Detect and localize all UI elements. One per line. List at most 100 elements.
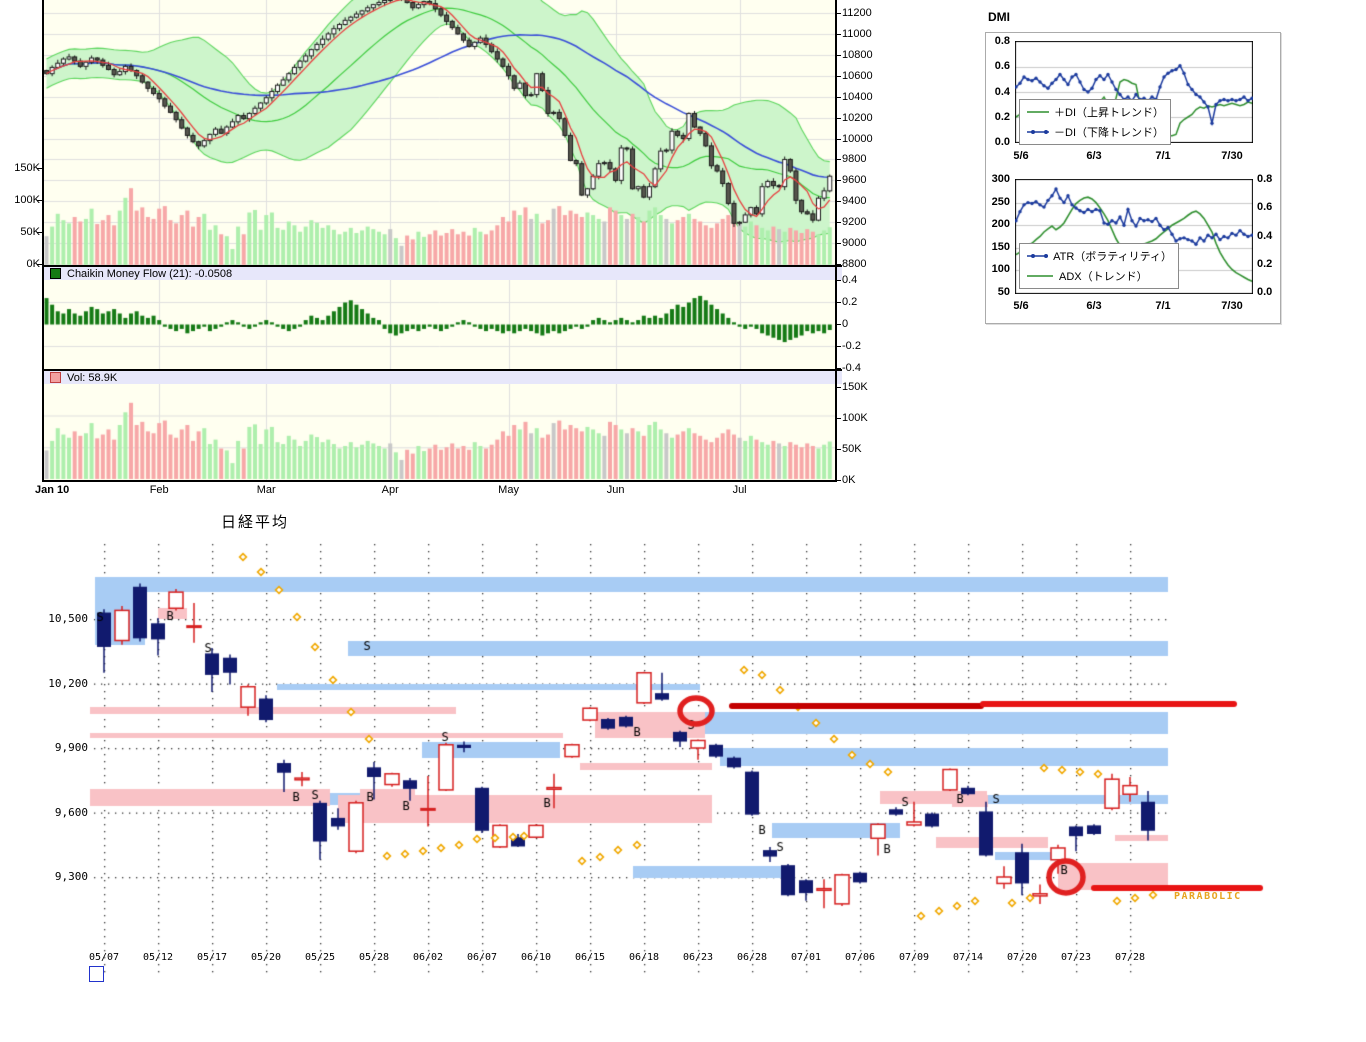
nikkei-x-label: 05/20 [250, 952, 282, 963]
axis-tick [37, 232, 42, 233]
y-axis-left-line [42, 0, 44, 481]
chaikin-legend-icon [50, 268, 61, 279]
axis-tick [836, 302, 841, 303]
axis-tick [37, 200, 42, 201]
month-label: Feb [149, 484, 169, 496]
di-y-label: 0.0 [994, 136, 1010, 148]
month-label: Jan 10 [35, 484, 70, 496]
axis-tick [836, 280, 841, 281]
atr-x-label: 6/3 [1086, 300, 1102, 312]
atr-line-icon [1027, 254, 1049, 258]
plus-di-legend-label: ＋DI（上昇トレンド） [1054, 107, 1164, 119]
atr-x-label: 5/6 [1013, 300, 1029, 312]
axis-tick [836, 117, 841, 119]
price-axis-label: 10600 [842, 69, 873, 82]
axis-tick [836, 324, 841, 325]
bottom-left-marker-box [89, 966, 104, 982]
nikkei-y-label: 9,900 [54, 741, 88, 754]
month-label: Apr [381, 484, 399, 496]
dmi-title: DMI [988, 10, 1010, 24]
axis-tick [836, 75, 841, 77]
price-axis-label: 9000 [842, 237, 867, 250]
atr-left-label: 50 [997, 286, 1010, 298]
price-axis-label: 10200 [842, 111, 873, 124]
price-axis-label: 11000 [842, 27, 872, 40]
axis-tick [836, 180, 841, 182]
y-axis-right-line [835, 0, 837, 481]
nikkei-x-label: 06/23 [682, 952, 714, 963]
chaikin-header-label: Chaikin Money Flow (21): -0.0508 [67, 267, 233, 280]
price-axis-label: 10400 [842, 90, 873, 103]
axis-tick [836, 418, 841, 419]
nikkei-y-label: 10,200 [48, 676, 88, 690]
di-y-label: 0.8 [994, 35, 1010, 47]
di-y-label: 0.2 [994, 110, 1010, 123]
dmi-x-label: 7/30 [1221, 150, 1243, 162]
axis-tick [836, 138, 841, 140]
dmi-x-label: 7/1 [1155, 150, 1171, 162]
month-label: Jun [606, 484, 625, 496]
axis-tick [836, 480, 841, 481]
atr-x-label: 7/1 [1155, 300, 1171, 312]
axis-tick [836, 222, 841, 224]
nikkei-x-label: 07/01 [790, 952, 822, 963]
nikkei-x-label: 07/14 [952, 952, 984, 963]
adx-line-icon [1027, 275, 1053, 277]
nikkei-x-label: 07/20 [1006, 952, 1038, 963]
chaikin-panel-header: Chaikin Money Flow (21): -0.0508 [43, 265, 842, 280]
chaikin-plot[interactable] [43, 280, 836, 370]
di-y-label: 0.6 [994, 60, 1010, 73]
volume-legend-icon [50, 372, 61, 383]
axis-tick [836, 368, 841, 369]
minus-di-line-icon [1027, 130, 1049, 134]
nikkei-y-label: 9,300 [54, 870, 88, 883]
atr-left-label: 200 [991, 218, 1010, 231]
volume-axis-label: 150K [14, 162, 40, 174]
price-axis-label: 8800 [842, 258, 867, 271]
axis-tick [836, 243, 841, 245]
month-label: Jul [732, 484, 747, 496]
axis-tick [836, 201, 841, 203]
axis-tick [836, 54, 841, 56]
atr-left-label: 250 [991, 195, 1010, 208]
nikkei-plot[interactable] [0, 508, 1366, 982]
nikkei-x-label: 05/25 [304, 952, 336, 963]
plus-di-line-icon [1027, 111, 1049, 113]
axis-tick [836, 346, 841, 347]
nikkei-x-label: 05/28 [358, 952, 390, 963]
axis-tick [836, 387, 841, 388]
price-axis-label: 9800 [842, 153, 867, 166]
price-chart-plot[interactable] [43, 0, 836, 266]
volume-panel-header: Vol: 58.9K [43, 369, 842, 384]
axis-tick [37, 264, 42, 265]
nikkei-x-label: 07/28 [1114, 952, 1146, 963]
minus-di-legend-label: －DI（下降トレンド） [1054, 127, 1164, 139]
di-y-label: 0.4 [994, 85, 1010, 98]
atr-x-label: 7/30 [1221, 300, 1243, 312]
atr-right-label: 0.4 [1257, 229, 1273, 242]
atr-left-label: 150 [991, 240, 1010, 253]
nikkei-x-label: 06/10 [520, 952, 552, 963]
price-axis-label: 11200 [842, 7, 872, 19]
di-legend: ＋DI（上昇トレンド） －DI（下降トレンド） [1019, 99, 1171, 145]
volume-axis-label: 100K [14, 194, 40, 206]
chaikin-axis-label: -0.4 [842, 362, 861, 374]
nikkei-x-label: 06/15 [574, 952, 606, 963]
volume-plot[interactable] [43, 384, 836, 480]
volume-axis-label: 0K [26, 258, 40, 270]
nikkei-x-label: 06/07 [466, 952, 498, 963]
price-axis-label: 10000 [842, 132, 873, 145]
chaikin-axis-label: 0.2 [842, 296, 858, 308]
dmi-x-label: 6/3 [1086, 150, 1102, 162]
dmi-x-label: 5/6 [1013, 150, 1029, 162]
volume-header-label: Vol: 58.9K [67, 371, 118, 384]
chaikin-axis-label: -0.2 [842, 340, 861, 352]
atr-right-label: 0.8 [1257, 173, 1273, 185]
price-axis-label: 9200 [842, 216, 867, 229]
vol-panel-axis-label: 50K [842, 443, 862, 455]
atr-left-label: 300 [991, 173, 1010, 185]
vol-panel-axis-label: 150K [842, 381, 868, 393]
price-axis-label: 9400 [842, 195, 867, 208]
axis-tick [836, 264, 841, 266]
atr-left-label: 100 [991, 263, 1010, 276]
